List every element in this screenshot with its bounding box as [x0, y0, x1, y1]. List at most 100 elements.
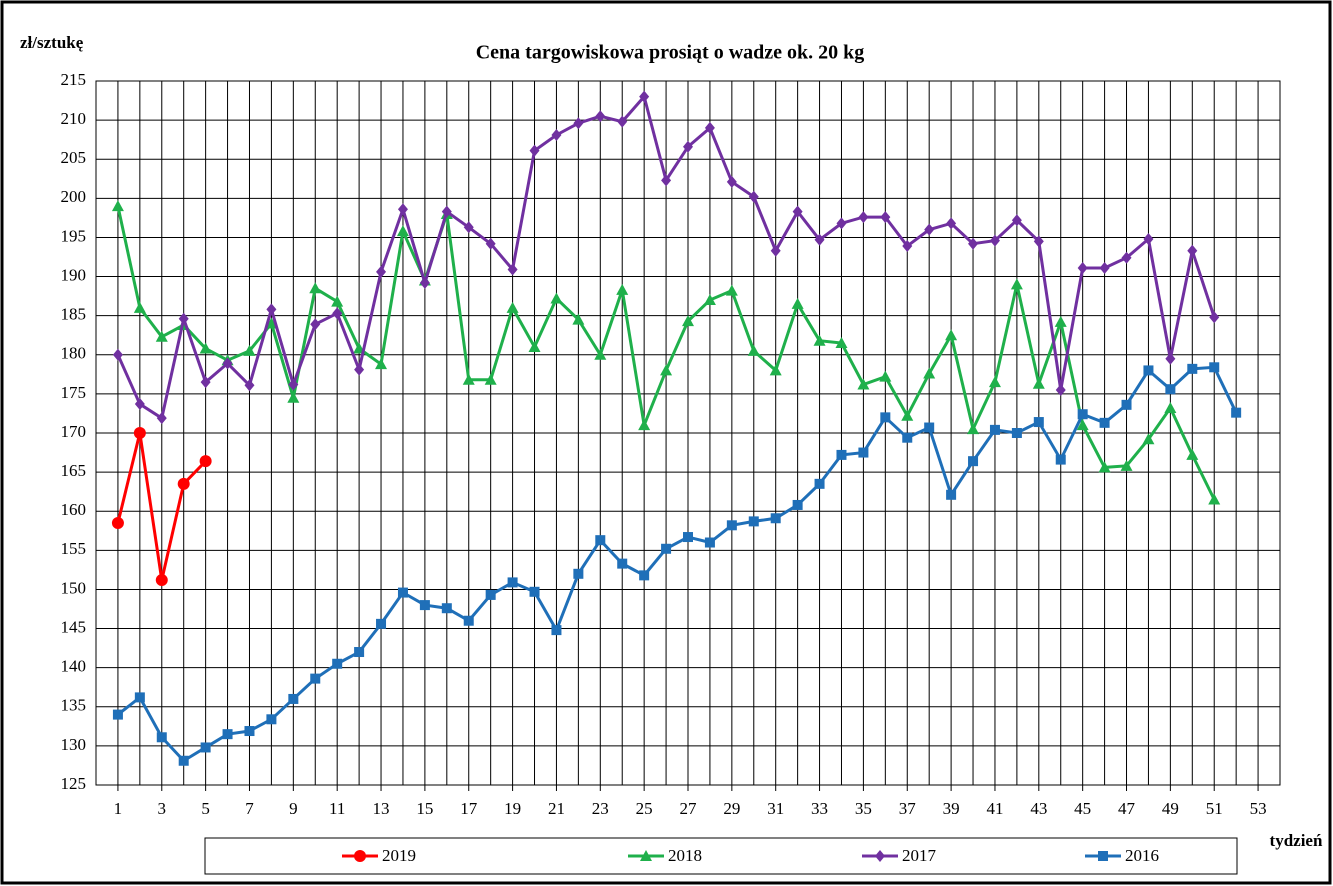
x-tick-label: 31 [767, 799, 784, 818]
marker [595, 110, 606, 123]
marker [331, 295, 344, 307]
marker [640, 850, 652, 861]
marker [704, 537, 715, 548]
y-tick-label: 170 [61, 422, 87, 441]
x-tick-label: 29 [723, 799, 740, 818]
marker [309, 282, 322, 294]
marker [989, 234, 1000, 247]
marker [354, 647, 365, 658]
marker [616, 283, 629, 295]
marker [726, 175, 737, 188]
marker [1011, 214, 1022, 227]
marker [1120, 459, 1133, 471]
marker [1142, 433, 1155, 445]
marker [266, 714, 277, 725]
marker [1165, 384, 1176, 395]
marker [200, 376, 211, 389]
marker [639, 90, 650, 103]
marker [792, 205, 803, 218]
marker [989, 424, 1000, 435]
y-tick-label: 200 [61, 187, 87, 206]
y-tick-label: 180 [61, 344, 87, 363]
marker [463, 221, 474, 234]
marker [968, 456, 979, 467]
marker [222, 729, 233, 740]
marker [836, 449, 847, 460]
marker [134, 398, 145, 411]
marker [1011, 428, 1022, 438]
marker [594, 348, 607, 360]
marker [310, 318, 321, 331]
chart-title: Cena targowiskowa prosiąt o wadze ok. 20… [476, 42, 865, 64]
x-tick-label: 41 [986, 799, 1003, 818]
marker [310, 673, 321, 684]
x-tick-label: 25 [636, 799, 653, 818]
marker [946, 489, 957, 500]
marker [1032, 377, 1045, 389]
marker [945, 329, 958, 341]
marker [683, 140, 693, 153]
marker [1121, 399, 1132, 410]
marker [1098, 461, 1111, 473]
marker [551, 128, 562, 141]
marker [1076, 419, 1089, 431]
marker [660, 364, 673, 376]
y-tick-label: 135 [61, 696, 87, 715]
marker [748, 516, 759, 527]
marker [703, 294, 716, 306]
marker [419, 276, 430, 289]
x-tick-label: 9 [289, 799, 298, 818]
marker [1055, 383, 1066, 396]
marker [419, 600, 430, 611]
legend-label: 2017 [902, 846, 937, 865]
marker [1033, 417, 1044, 428]
y-tick-label: 185 [61, 305, 87, 324]
marker [178, 312, 189, 325]
marker [967, 423, 980, 435]
marker [902, 432, 913, 443]
marker [244, 379, 255, 392]
marker [1208, 493, 1221, 505]
marker [924, 422, 935, 433]
marker [288, 378, 299, 391]
marker [354, 850, 366, 862]
marker [814, 478, 825, 489]
marker [376, 265, 387, 278]
marker [1077, 261, 1088, 274]
marker [550, 292, 563, 304]
marker [1209, 311, 1220, 324]
marker [528, 340, 541, 352]
y-tick-label: 175 [61, 383, 87, 402]
y-tick-label: 195 [61, 226, 87, 245]
marker [111, 200, 124, 212]
marker [791, 297, 804, 309]
marker [156, 732, 167, 743]
marker [441, 603, 452, 614]
marker [1121, 251, 1132, 264]
marker [1186, 448, 1199, 460]
legend-label: 2019 [382, 846, 416, 865]
marker [463, 615, 474, 626]
marker [1187, 363, 1198, 374]
marker [1231, 407, 1242, 418]
marker [639, 570, 650, 581]
legend-label: 2016 [1125, 846, 1159, 865]
marker [1099, 261, 1110, 274]
marker [199, 455, 212, 468]
marker [507, 263, 518, 276]
marker [661, 174, 672, 187]
marker [288, 693, 299, 704]
x-tick-label: 43 [1030, 799, 1047, 818]
x-tick-label: 1 [114, 799, 123, 818]
x-tick-label: 17 [460, 799, 478, 818]
marker [133, 301, 146, 313]
marker [506, 301, 519, 313]
marker [902, 240, 913, 253]
y-tick-label: 165 [61, 461, 87, 480]
x-tick-label: 15 [416, 799, 433, 818]
x-tick-label: 37 [899, 799, 917, 818]
marker [1165, 352, 1176, 365]
marker [156, 412, 167, 425]
marker [923, 367, 936, 379]
marker [1099, 417, 1110, 428]
